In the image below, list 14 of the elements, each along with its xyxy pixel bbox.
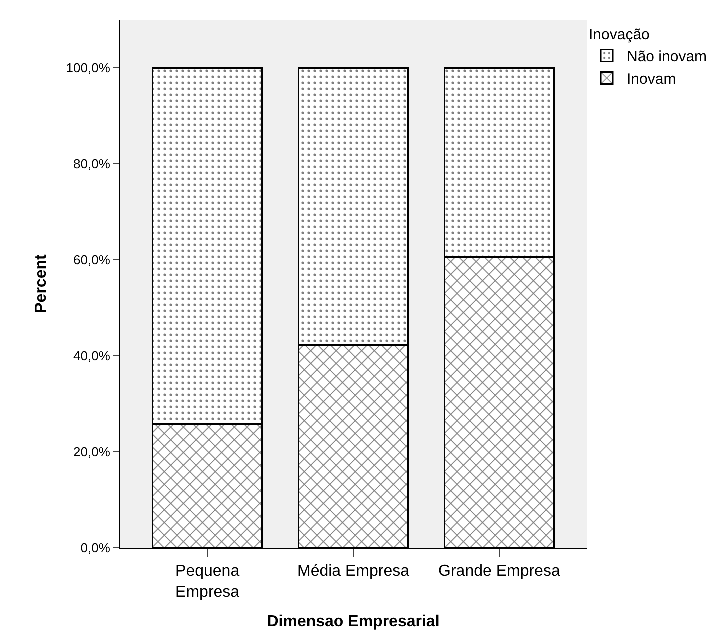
x-tick-label: Média Empresa — [297, 563, 410, 580]
x-axis-title: Dimensao Empresarial — [267, 614, 440, 631]
text: Inovam — [627, 71, 676, 88]
x-tick-label: Pequena Empresa — [176, 563, 240, 601]
y-axis-title: Percent — [33, 254, 50, 314]
y-tick-label: 20,0% — [74, 444, 111, 460]
x-tick-label: Grande Empresa — [438, 563, 560, 580]
y-tick-label: 0,0% — [80, 540, 111, 556]
y-tick-label: 80,0% — [74, 156, 111, 172]
text: Não inovam — [627, 48, 708, 66]
y-tick-label: 60,0% — [74, 252, 111, 268]
y-tick-label: 40,0% — [74, 348, 111, 364]
y-tick-label: 100,0% — [66, 60, 111, 76]
legend-title: Inovação — [589, 26, 650, 44]
